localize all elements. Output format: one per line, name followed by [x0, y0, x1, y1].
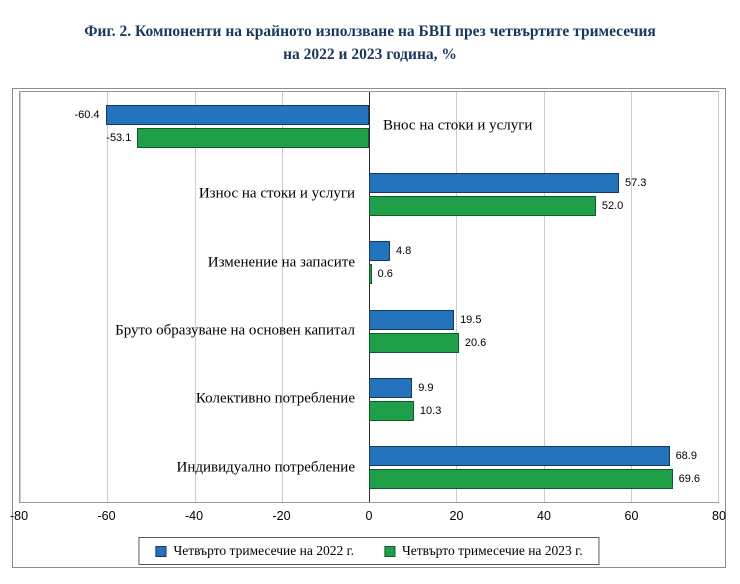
bar-value-label: 10.3	[419, 404, 442, 417]
x-tick-label: -80	[9, 509, 29, 523]
bar-series-1	[369, 446, 670, 467]
x-tick-label: 60	[624, 509, 639, 523]
bar-series-2	[369, 332, 459, 353]
legend-item-2023: Четвърто тримесечие на 2023 г.	[384, 543, 583, 559]
category-label: Внос на стоки и услуги	[383, 117, 533, 134]
gridline	[20, 92, 21, 502]
x-tick-label: -40	[184, 509, 204, 523]
bar-value-label: 0.6	[377, 268, 393, 281]
legend-swatch-2022-icon	[155, 545, 167, 557]
bar-group: 19.5 20.6 Бруто образуване на основен капи…	[20, 297, 718, 365]
gridline	[281, 92, 283, 502]
legend-label-2022: Четвърто тримесечие на 2022 г.	[173, 543, 354, 558]
bar-series-2	[137, 127, 369, 148]
bar-value-label: -60.4	[74, 108, 100, 121]
gridline	[718, 92, 719, 502]
chart-title-line1: Фиг. 2. Компоненти на крайното използван…	[84, 23, 656, 40]
chart-title-line2: на 2022 и 2023 година, %	[283, 46, 457, 64]
gridline	[543, 92, 545, 502]
category-label: Изменение на запасите	[207, 254, 355, 271]
bar-group: 4.8 0.6 Изменение на запасите	[20, 229, 718, 297]
category-label: Колективно потребление	[195, 390, 355, 407]
bar-value-label: 19.5	[460, 313, 482, 326]
gridline	[456, 92, 458, 502]
legend-swatch-2023-icon	[384, 545, 395, 557]
bar-group: 68.9 69.6 Индивидуално потребление	[20, 434, 718, 502]
bar-series-1	[369, 172, 619, 193]
bar-group: 57.3 52.0 Износ на стоки и услуги	[20, 160, 718, 228]
gridline	[194, 92, 196, 502]
bar-value-label: -53.1	[106, 131, 132, 144]
category-label: Износ на стоки и услуги	[198, 185, 355, 202]
bar-series-2	[369, 195, 596, 216]
chart-frame: -60.4 -53.1 Внос на стоки и услуги 57.3 52.0…	[10, 88, 726, 568]
bar-series-2	[369, 469, 673, 490]
bar-series-1	[369, 241, 390, 262]
bar-value-label: 69.6	[678, 473, 701, 486]
bar-value-label: 68.9	[675, 450, 697, 463]
bar-value-label: 20.6	[464, 336, 487, 349]
bar-group: 9.9 10.3 Колективно потребление	[20, 365, 718, 433]
bar-value-label: 4.8	[395, 245, 412, 258]
x-tick-label: 40	[537, 509, 551, 523]
bar-value-label: 52.0	[601, 199, 624, 212]
gridline	[107, 92, 109, 502]
category-label: Индивидуално потребление	[176, 459, 355, 476]
gridline	[630, 92, 632, 502]
bar-series-2	[369, 264, 372, 285]
x-tick-label: -60	[97, 509, 116, 523]
bar-series-1	[105, 104, 369, 125]
bar-series-2	[369, 400, 414, 421]
plot-area: -60.4 -53.1 Внос на стоки и услуги 57.3 52.0…	[19, 91, 719, 503]
chart-title: Фиг. 2. Компоненти на крайното използван…	[0, 0, 740, 67]
legend: Четвърто тримесечие на 2022 г. Четвърто …	[138, 537, 600, 565]
zero-axis-line	[369, 92, 370, 502]
x-tick-label: 20	[449, 509, 464, 523]
bar-series-1	[369, 309, 455, 330]
x-axis: -80 -60 -40 -20 0 20 40 60 80	[10, 505, 726, 529]
bar-value-label: 57.3	[624, 176, 647, 189]
bar-series-1	[369, 377, 413, 398]
bar-group: -60.4 -53.1 Внос на стоки и услуги	[20, 92, 718, 160]
legend-item-2022: Четвърто тримесечие на 2022 г.	[155, 543, 354, 559]
x-tick-label: 0	[365, 509, 373, 523]
bar-value-label: 9.9	[418, 381, 434, 394]
x-tick-label: 80	[712, 509, 726, 523]
category-label: Бруто образуване на основен капитал	[115, 322, 355, 339]
legend-label-2023: Четвърто тримесечие на 2023 г.	[402, 543, 583, 558]
x-tick-label: -20	[272, 509, 291, 523]
